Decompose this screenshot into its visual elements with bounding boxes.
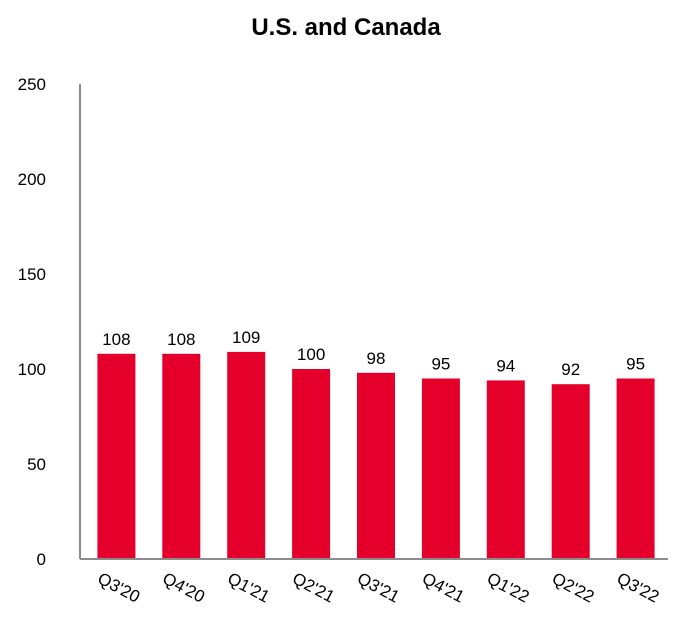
bar-value-label: 108 — [102, 330, 130, 349]
bar-value-label: 95 — [431, 355, 450, 374]
y-tick-label: 200 — [18, 170, 46, 189]
x-tick-label: Q2'22 — [549, 569, 598, 607]
y-tick-label: 50 — [27, 455, 46, 474]
bar — [357, 372, 395, 559]
bars-group — [97, 351, 655, 559]
y-tick-label: 100 — [18, 360, 46, 379]
y-tick-label: 250 — [18, 75, 46, 94]
bar — [551, 384, 590, 559]
x-axis-labels: Q3'20 Q4'20 Q1'21 Q2'21 Q3'21 Q4'21 Q1'22 Q2'22… — [95, 569, 663, 607]
y-tick-label: 0 — [37, 550, 46, 569]
x-tick-label: Q4'21 — [419, 569, 468, 607]
bar-value-label: 95 — [626, 355, 645, 374]
data-labels-group: 108 108 109 100 98 95 94 92 95 — [102, 328, 645, 379]
y-tick-label: 150 — [18, 265, 46, 284]
bar-value-label: 108 — [167, 330, 195, 349]
x-tick-label: Q2'21 — [289, 569, 338, 607]
bar-value-label: 98 — [367, 349, 386, 368]
y-axis-ticks: 0 50 100 150 200 250 — [18, 75, 46, 569]
x-tick-label: Q1'22 — [484, 569, 533, 607]
bar — [292, 369, 331, 559]
x-tick-label: Q3'20 — [95, 569, 144, 607]
x-tick-label: Q3'21 — [354, 569, 403, 607]
bar-value-label: 109 — [232, 328, 260, 347]
bar — [162, 353, 201, 559]
bar-value-label: 92 — [561, 360, 580, 379]
x-tick-label: Q3'22 — [614, 569, 663, 607]
bar-value-label: 100 — [297, 345, 325, 364]
bar — [97, 353, 136, 559]
bar — [486, 380, 525, 559]
bar — [616, 378, 655, 559]
bar — [227, 351, 266, 559]
bar — [421, 378, 460, 559]
x-tick-label: Q4'20 — [159, 569, 208, 607]
bar-value-label: 94 — [496, 356, 515, 375]
chart-title: U.S. and Canada — [251, 14, 441, 41]
x-tick-label: Q1'21 — [224, 569, 273, 607]
